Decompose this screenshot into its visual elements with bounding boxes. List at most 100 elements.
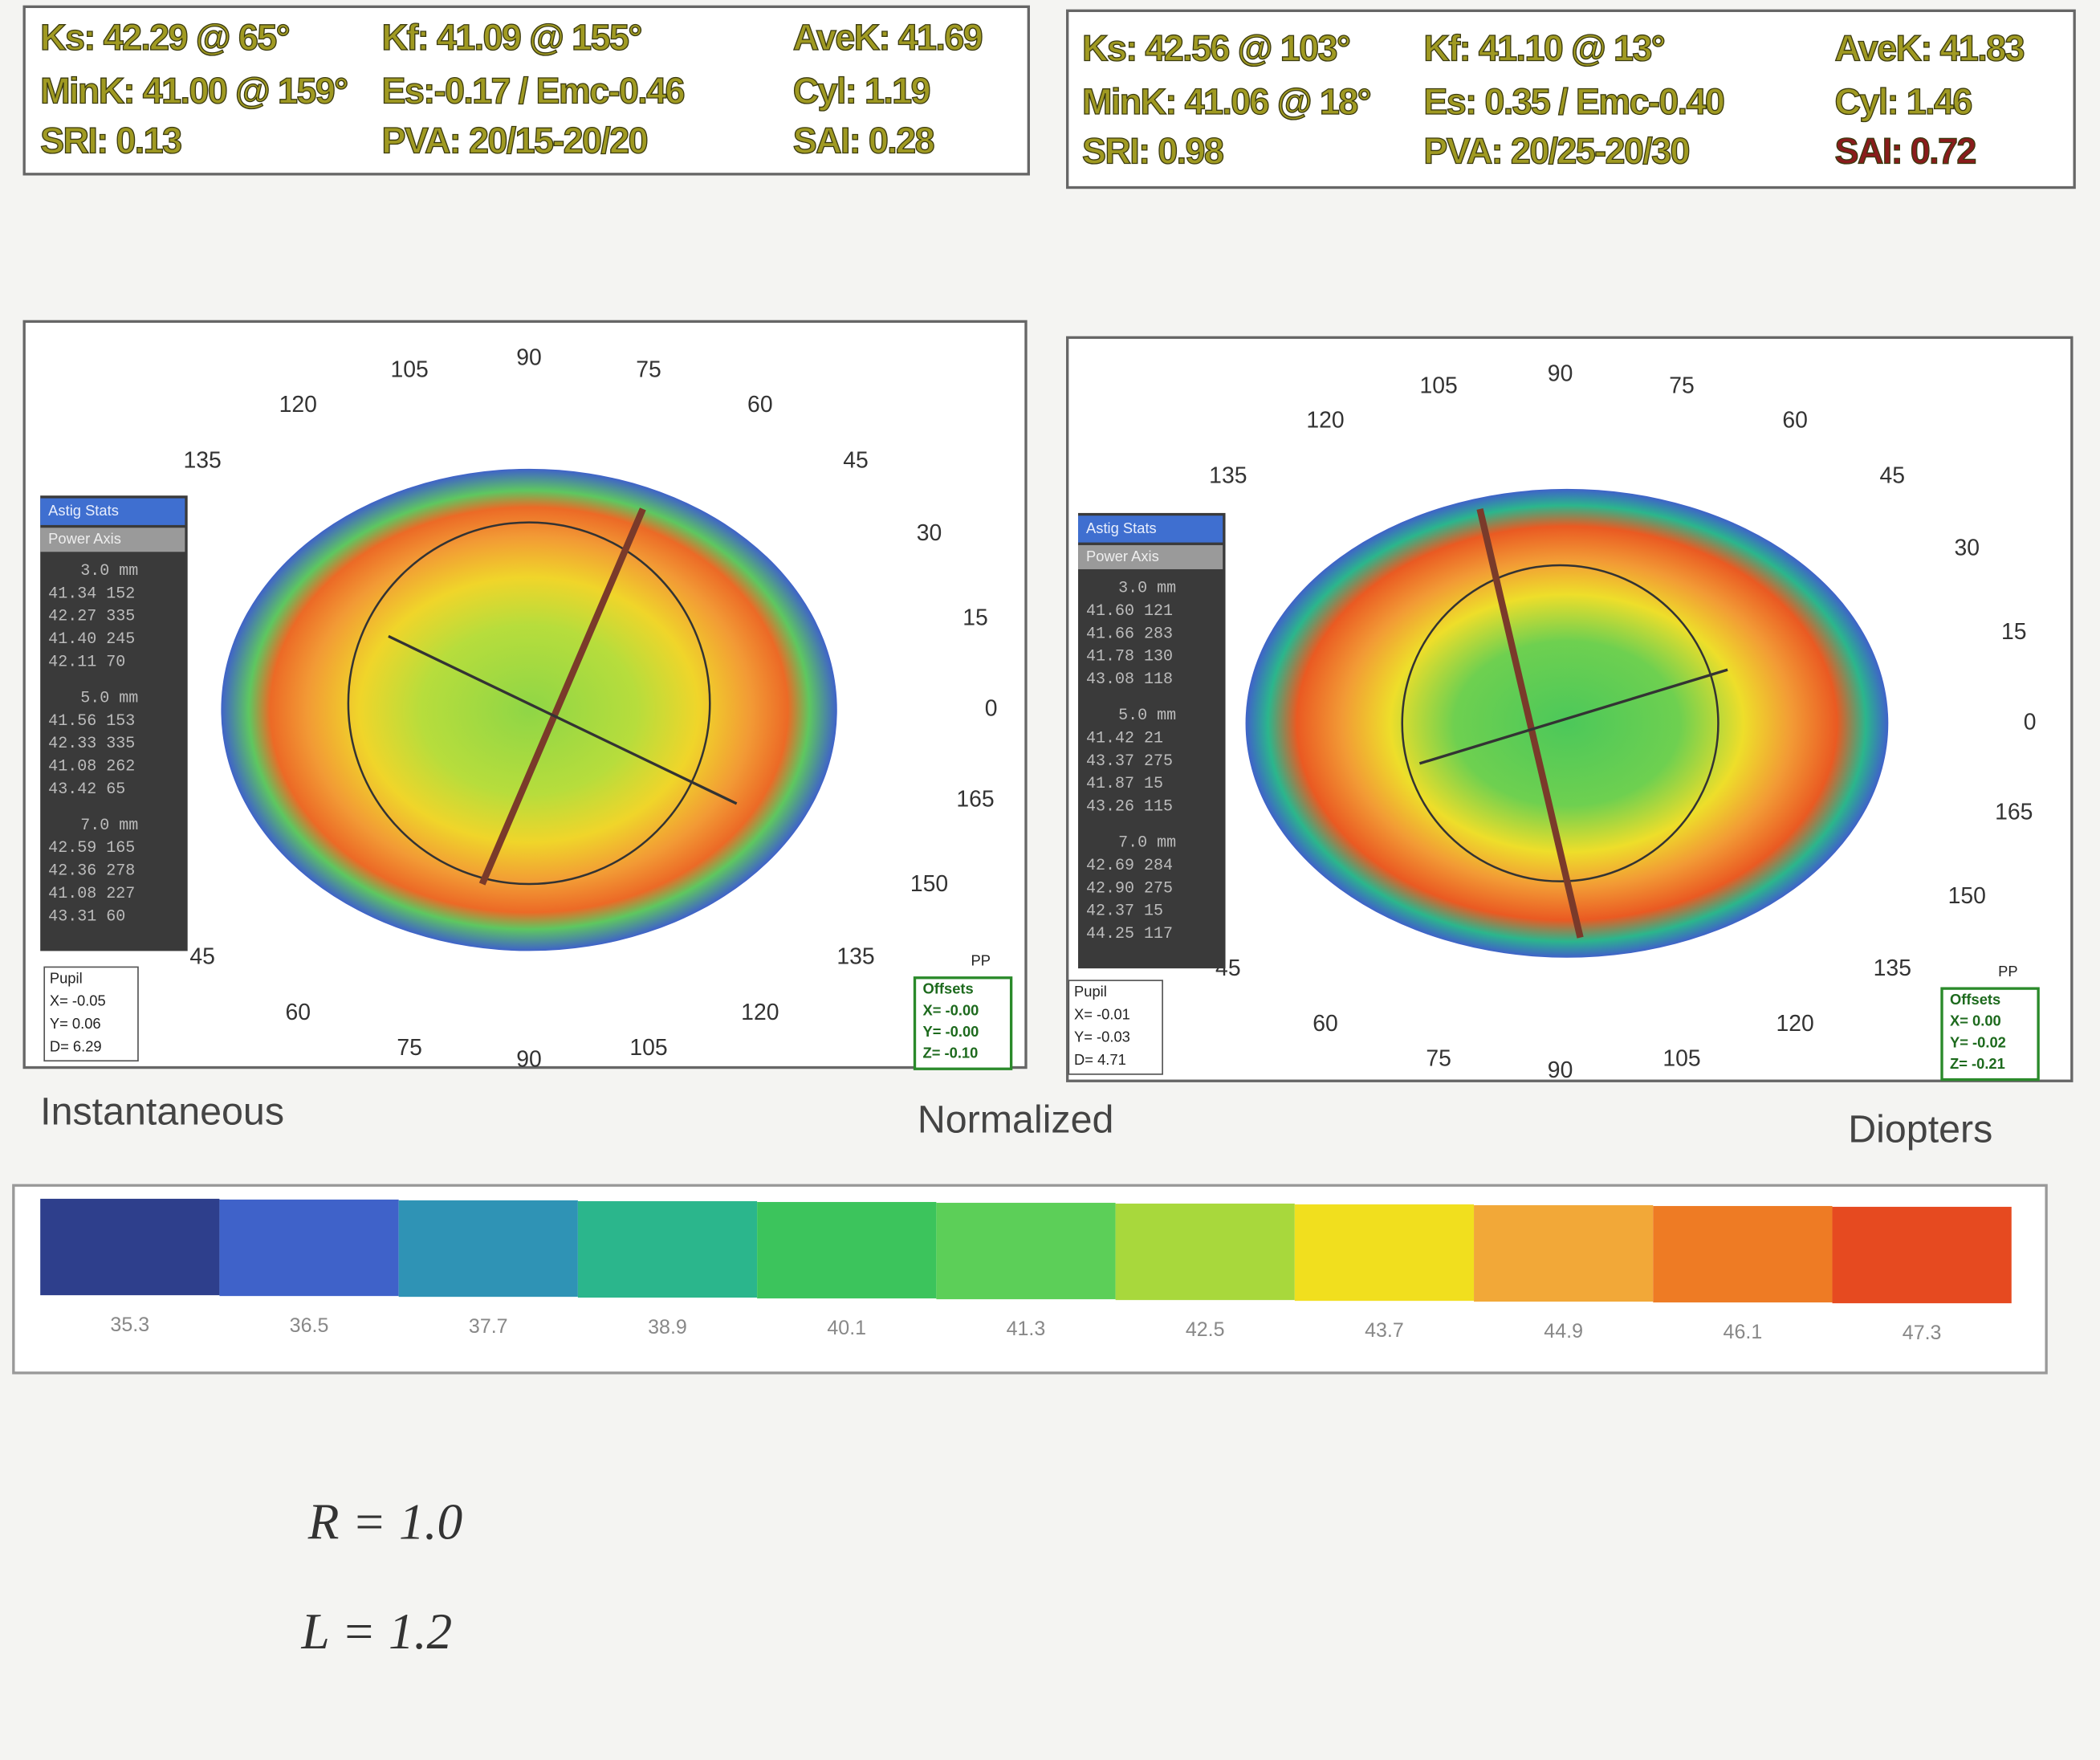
scale-swatch bbox=[936, 1203, 1116, 1300]
scale-label: 42.5 bbox=[1186, 1318, 1225, 1341]
offsets-text: X= 0.00 bbox=[1950, 1012, 2001, 1029]
offsets-box bbox=[1940, 987, 2040, 1082]
stat-value: PVA: 20/15-20/20 bbox=[382, 120, 648, 161]
pupil-text: Y= 0.06 bbox=[50, 1015, 101, 1032]
table-row: 41.78 130 bbox=[1086, 648, 1173, 666]
offsets-text: Offsets bbox=[923, 980, 974, 997]
stat-value: Kf: 41.09 @ 155° bbox=[382, 17, 642, 58]
section-title: 7.0 mm bbox=[80, 817, 138, 835]
angle-label: 165 bbox=[956, 787, 994, 813]
scale-swatch bbox=[1294, 1204, 1475, 1302]
scale-label: 38.9 bbox=[648, 1316, 687, 1338]
table-row: 43.31 60 bbox=[48, 907, 125, 926]
table-row: 41.40 245 bbox=[48, 630, 135, 649]
pupil-text: D= 6.29 bbox=[50, 1037, 102, 1054]
axis-line bbox=[1476, 507, 1584, 939]
angle-label: 120 bbox=[1306, 408, 1344, 434]
angle-label: 75 bbox=[636, 356, 661, 382]
table-row: 44.25 117 bbox=[1086, 925, 1173, 943]
offsets-text: Z= -0.21 bbox=[1950, 1055, 2005, 1072]
scale-swatch bbox=[219, 1200, 399, 1297]
angle-label: 150 bbox=[910, 871, 948, 897]
angle-label: 75 bbox=[397, 1035, 422, 1061]
topography-map bbox=[221, 468, 837, 951]
pupil-text: Pupil bbox=[1074, 983, 1107, 1000]
stat-value: MinK: 41.06 @ 18° bbox=[1082, 81, 1371, 122]
axis-line bbox=[388, 634, 738, 805]
angle-label: 135 bbox=[1874, 955, 1911, 981]
angle-label: 135 bbox=[836, 944, 874, 970]
table-row: 42.27 335 bbox=[48, 608, 135, 626]
scale-swatch bbox=[1115, 1204, 1295, 1301]
stat-value: Cyl: 1.19 bbox=[793, 71, 930, 112]
angle-label: 165 bbox=[1995, 800, 2033, 825]
scale-label: 47.3 bbox=[1903, 1322, 1942, 1344]
table-row: 42.90 275 bbox=[1086, 879, 1173, 898]
table-row: 43.42 65 bbox=[48, 780, 125, 799]
angle-label: 90 bbox=[1548, 1057, 1573, 1083]
stat-value: AveK: 41.69 bbox=[793, 17, 983, 58]
angle-label: 120 bbox=[741, 1000, 779, 1025]
caption: Normalized bbox=[918, 1098, 1114, 1142]
caption: Diopters bbox=[1848, 1107, 1992, 1151]
angle-label: 120 bbox=[279, 392, 317, 418]
stat-value: Ks: 42.29 @ 65° bbox=[40, 17, 289, 58]
table-row: 41.42 21 bbox=[1086, 729, 1163, 748]
corner-label: PP bbox=[971, 952, 991, 969]
pupil-text: X= -0.01 bbox=[1074, 1005, 1130, 1022]
angle-label: 120 bbox=[1776, 1011, 1813, 1037]
zone-circle bbox=[347, 521, 711, 886]
angle-label: 60 bbox=[1312, 1011, 1338, 1037]
offsets-text: Y= -0.00 bbox=[923, 1023, 979, 1040]
stat-value: AveK: 41.83 bbox=[1835, 27, 2025, 68]
offsets-text: X= -0.00 bbox=[923, 1001, 979, 1018]
stat-value: Es:-0.17 / Emc-0.46 bbox=[382, 71, 685, 112]
stat-value: SRI: 0.98 bbox=[1082, 131, 1223, 172]
angle-label: 105 bbox=[1419, 373, 1457, 398]
table-row: 41.08 227 bbox=[48, 885, 135, 903]
angle-label: 90 bbox=[1548, 361, 1573, 387]
angle-label: 60 bbox=[1782, 408, 1808, 434]
stat-value: SAI: 0.72 bbox=[1835, 131, 1976, 172]
angle-label: 150 bbox=[1948, 883, 1986, 909]
angle-label: 75 bbox=[1426, 1045, 1451, 1071]
side-table bbox=[1078, 512, 1226, 969]
table-row: 41.56 153 bbox=[48, 712, 135, 731]
stat-value: MinK: 41.00 @ 159° bbox=[40, 71, 348, 112]
handwritten-note: R = 1.0 bbox=[307, 1493, 462, 1550]
corner-label: PP bbox=[1998, 963, 2017, 980]
handwritten-note: L = 1.2 bbox=[300, 1603, 452, 1660]
pupil-text: Pupil bbox=[50, 969, 83, 986]
table-subheading: Power Axis bbox=[1086, 548, 1159, 564]
scale-swatch bbox=[577, 1201, 758, 1298]
stat-value: Kf: 41.10 @ 13° bbox=[1423, 27, 1664, 68]
scale-label: 36.5 bbox=[290, 1314, 329, 1337]
table-row: 42.36 278 bbox=[48, 862, 135, 881]
stat-value: PVA: 20/25-20/30 bbox=[1423, 131, 1689, 172]
pupil-box bbox=[43, 966, 139, 1062]
angle-label: 30 bbox=[1955, 535, 1980, 560]
stats-box bbox=[22, 5, 1030, 176]
topography-map bbox=[1245, 488, 1889, 958]
angle-label: 15 bbox=[2001, 619, 2027, 645]
angle-label: 75 bbox=[1669, 373, 1695, 398]
scale-swatch bbox=[40, 1199, 220, 1296]
axis-line bbox=[478, 507, 646, 886]
angle-label: 45 bbox=[189, 944, 215, 970]
section-title: 7.0 mm bbox=[1118, 834, 1176, 853]
table-subheading: Power Axis bbox=[48, 530, 121, 547]
zone-circle bbox=[1401, 564, 1719, 882]
scale-swatch bbox=[1474, 1205, 1654, 1302]
table-row: 43.37 275 bbox=[1086, 752, 1173, 771]
table-subheading-bar bbox=[1078, 544, 1223, 569]
caption: Instantaneous bbox=[40, 1090, 284, 1134]
stat-value: SAI: 0.28 bbox=[793, 120, 934, 161]
angle-label: 45 bbox=[1880, 463, 1906, 489]
scale-label: 43.7 bbox=[1365, 1319, 1404, 1342]
angle-label: 15 bbox=[962, 605, 988, 631]
angle-label: 90 bbox=[516, 345, 542, 371]
stats-box bbox=[1066, 9, 2076, 189]
stat-value: SRI: 0.13 bbox=[40, 120, 181, 161]
offsets-text: Offsets bbox=[1950, 991, 2000, 1008]
